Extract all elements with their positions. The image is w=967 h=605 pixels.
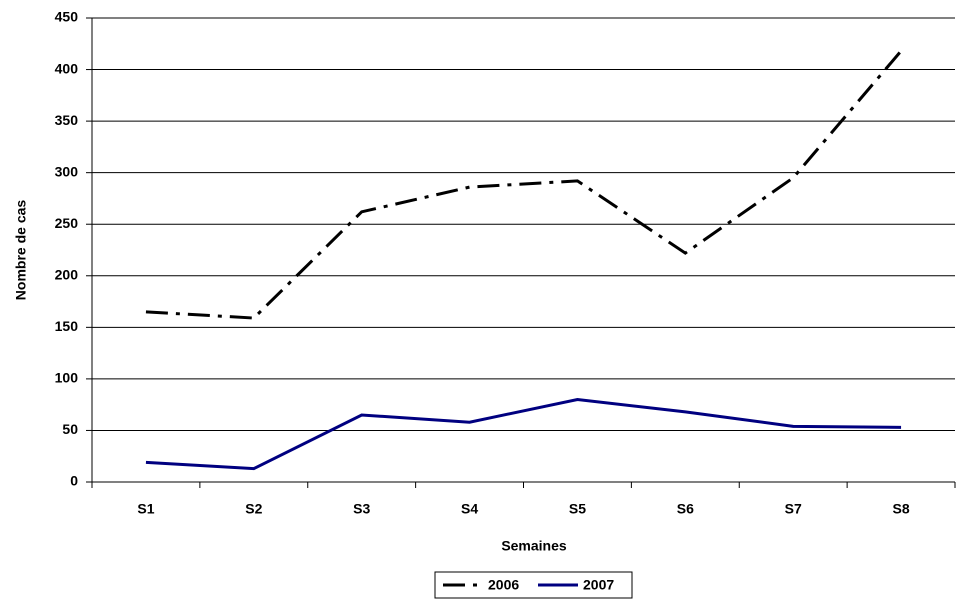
y-tick-label: 300 (55, 163, 79, 179)
y-tick-label: 400 (55, 60, 79, 76)
legend-label: 2006 (488, 577, 519, 593)
y-axis-label: Nombre de cas (13, 200, 29, 301)
x-tick-label: S3 (353, 501, 370, 517)
y-tick-label: 350 (55, 112, 79, 128)
line-series (145, 50, 903, 320)
x-tick-label: S6 (677, 501, 694, 517)
y-tick-label: 200 (55, 266, 79, 282)
x-axis-label: Semaines (501, 538, 567, 554)
y-tick-label: 250 (55, 215, 79, 231)
y-tick-label: 150 (55, 318, 79, 334)
x-tick-label: S1 (137, 501, 154, 517)
y-tick-label: 50 (62, 421, 78, 437)
legend-label: 2007 (583, 577, 614, 593)
x-tick-label: S7 (785, 501, 802, 517)
x-tick-label: S2 (245, 501, 262, 517)
x-tick-label: S4 (461, 501, 478, 517)
y-tick-label: 0 (70, 473, 78, 489)
y-tick-label: 450 (55, 9, 79, 25)
x-tick-label: S5 (569, 501, 586, 517)
line-series (145, 397, 902, 471)
legend-box (434, 571, 633, 599)
x-tick-label: S8 (893, 501, 910, 517)
y-tick-label: 100 (55, 370, 79, 386)
